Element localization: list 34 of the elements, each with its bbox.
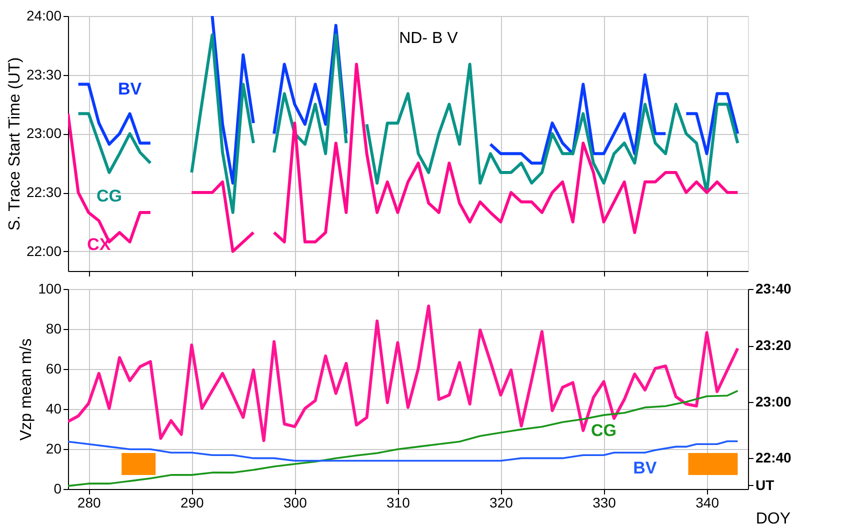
y2-tick-label: 23:20: [756, 337, 792, 354]
y-tick-label: 0: [54, 480, 62, 496]
y-tick-label: 40: [46, 400, 62, 416]
y-axis-title: S. Trace Start Time (UT): [6, 57, 24, 231]
y2-tick-label: 23:40: [756, 280, 792, 296]
series-label: CG: [96, 186, 122, 206]
x-tick-label: 340: [696, 494, 720, 510]
series-label: CG: [591, 421, 617, 440]
y-tick-label: 22:00: [26, 242, 62, 259]
y-tick-label: 60: [46, 360, 62, 376]
series-label: BV: [118, 80, 142, 99]
x-tick-label: 320: [490, 494, 514, 510]
series-label: BV: [633, 458, 658, 478]
y2-tick-label: UT: [756, 476, 775, 493]
x-axis-title: DOY: [756, 510, 791, 528]
y-tick-label: 100: [38, 280, 62, 296]
y-axis-title: Vzp mean m/s: [18, 338, 36, 441]
x-tick-label: 330: [592, 494, 616, 510]
y2-tick-label: 22:40: [756, 450, 792, 466]
y-tick-label: 80: [46, 320, 62, 336]
y2-tick-label: 23:00: [756, 393, 792, 410]
y-tick-label: 22:30: [26, 184, 62, 200]
y-tick-label: 23:00: [26, 125, 62, 142]
x-tick-label: 290: [180, 494, 204, 510]
x-tick-label: 310: [386, 494, 410, 510]
line-series: [68, 440, 739, 462]
y-tick-label: 20: [46, 440, 62, 456]
x-tick-label: 280: [77, 494, 101, 510]
line-series: [68, 390, 739, 487]
y-tick-label: 23:30: [26, 66, 62, 82]
x-tick-label: 300: [283, 494, 308, 510]
line-series: [68, 304, 740, 442]
annotation: ND- B V: [399, 30, 458, 47]
y-tick-label: 24:00: [26, 8, 62, 24]
